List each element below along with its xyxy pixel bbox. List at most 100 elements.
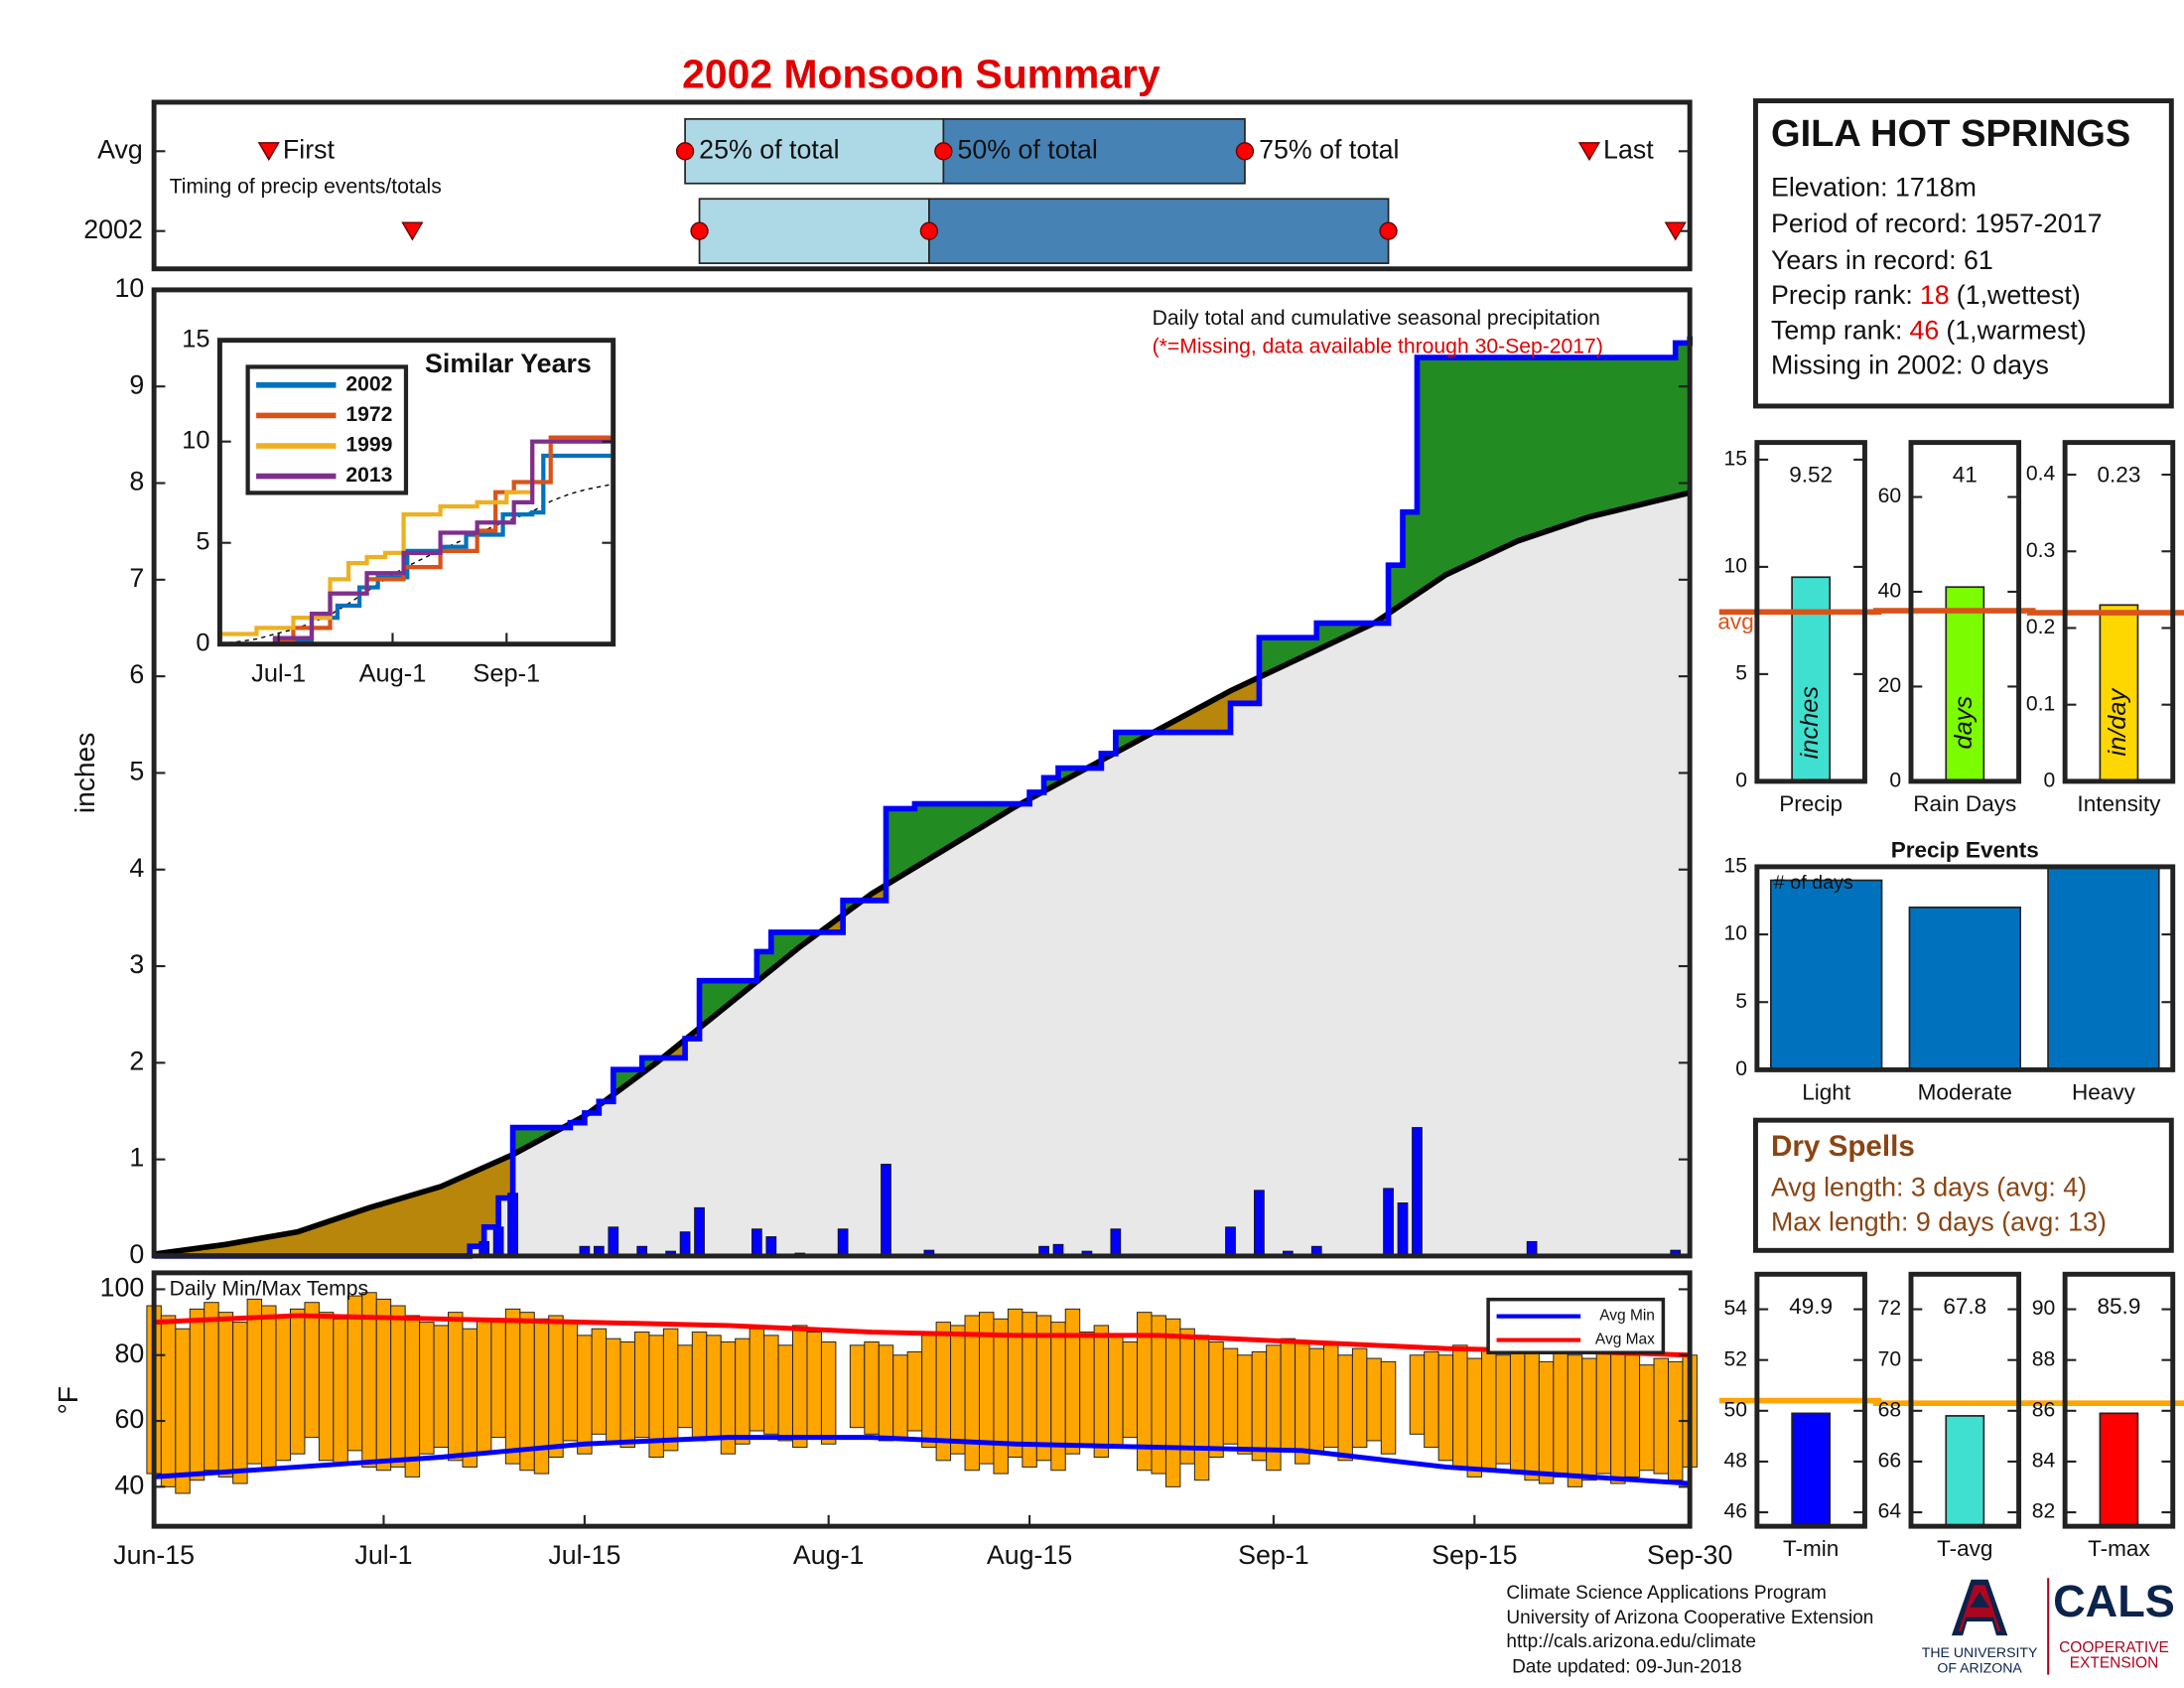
- x-tick-label: Aug-1: [793, 1540, 864, 1570]
- temp-range-bar: [1466, 1357, 1483, 1477]
- temp-range-bar: [175, 1328, 191, 1494]
- y-tick-label: 0: [1889, 769, 1901, 791]
- legend-label: Avg Min: [1599, 1308, 1655, 1325]
- y-tick-label: 2: [129, 1046, 144, 1075]
- y-tick-label: 15: [1723, 447, 1747, 470]
- temp-range-bar: [1610, 1350, 1626, 1484]
- temp-range-bar: [204, 1302, 219, 1472]
- axes-frame: [1908, 1271, 2022, 1529]
- temp-range-bar: [1151, 1315, 1166, 1475]
- station-line: Years in record: 61: [1771, 245, 1993, 275]
- cumulative-line: [154, 336, 1694, 1259]
- temp-range-bar: [749, 1328, 765, 1432]
- temp-range-bar: [1437, 1354, 1454, 1462]
- axes-frame: [1754, 1271, 1867, 1529]
- footer-line: University of Arizona Cooperative Extens…: [1506, 1608, 1873, 1628]
- temp-range-bar: [375, 1298, 392, 1472]
- temp-range-bar: [1337, 1354, 1353, 1462]
- footer-line: Date updated: 09-Jun-2018: [1512, 1657, 1742, 1678]
- logo-a-inner: [1958, 1585, 2001, 1631]
- unit-label: in/day: [2104, 688, 2131, 757]
- timing-marker: [1235, 142, 1255, 161]
- y-tick-label: 5: [129, 757, 144, 786]
- daily-precip-bar: [765, 1236, 777, 1257]
- y-tick-label: 90: [2032, 1297, 2056, 1320]
- legend-box: [1486, 1297, 1666, 1355]
- rank-note: (1,warmest): [1946, 315, 2086, 345]
- y-tick-label: 64: [1878, 1500, 1902, 1523]
- temp-range-bar: [864, 1340, 880, 1435]
- y-axis-label: inches: [68, 733, 100, 813]
- temp-range-bar: [1595, 1347, 1612, 1475]
- temp-range-bar: [591, 1328, 608, 1435]
- temp-range-bar: [232, 1322, 248, 1484]
- daily-precip-bar: [694, 1206, 705, 1257]
- y-tick-label: 48: [1723, 1450, 1747, 1473]
- temp-range-bar: [806, 1332, 822, 1439]
- temp-range-bar: [1308, 1347, 1324, 1455]
- y-axis-label: # of days: [1774, 872, 1853, 894]
- temp-range-bar: [318, 1312, 335, 1462]
- temp-range-bar: [906, 1350, 923, 1432]
- temp-range-bar: [706, 1335, 722, 1439]
- temp-range-bar: [1108, 1335, 1124, 1449]
- x-tick-label: T-min: [1783, 1536, 1839, 1561]
- y-tick-label: 54: [1723, 1297, 1747, 1320]
- x-tick-label: Jun-15: [113, 1540, 195, 1570]
- inset-line: [219, 433, 615, 646]
- x-tick-label: Rain Days: [1913, 791, 2016, 816]
- temp-range-bar: [662, 1328, 679, 1452]
- timing-marker: [257, 142, 280, 162]
- temp-range-bar: [1322, 1344, 1339, 1449]
- temp-range-bar: [950, 1325, 966, 1455]
- y-tick-label: 20: [1878, 674, 1902, 697]
- bar: [1945, 586, 1985, 782]
- temp-range-bar: [1251, 1350, 1268, 1462]
- temp-range-bar: [1481, 1347, 1497, 1472]
- temp-range-bar: [1380, 1360, 1397, 1455]
- x-tick-label: Intensity: [2077, 791, 2161, 816]
- dry-spells-title: Dry Spells: [1771, 1130, 1915, 1163]
- daily-precip-bar: [881, 1164, 891, 1257]
- daily-precip-bar: [1225, 1226, 1236, 1257]
- y-tick-label: 0: [1735, 1057, 1747, 1080]
- bar: [2099, 1412, 2139, 1527]
- x-tick-label: Jul-1: [251, 659, 306, 687]
- temp-range-bar: [1064, 1308, 1081, 1455]
- daily-precip-bar: [1412, 1127, 1423, 1257]
- temp-range-bar: [304, 1302, 320, 1439]
- y-tick-label: 0.2: [2026, 616, 2055, 638]
- temp-range-bar: [1567, 1354, 1583, 1487]
- axes-frame: [151, 99, 1693, 272]
- temp-range-bar: [1050, 1322, 1066, 1472]
- y-tick-label: 3: [129, 949, 144, 979]
- temp-range-bar: [1366, 1357, 1382, 1442]
- temp-range-bar: [1538, 1360, 1555, 1484]
- axes-frame: [151, 287, 1693, 1259]
- row-label: 2002: [83, 214, 143, 244]
- temp-range-bar: [1495, 1354, 1511, 1465]
- temp-range-bar: [419, 1322, 435, 1455]
- y-tick-label: 0.1: [2026, 692, 2055, 715]
- y-tick-label: 8: [129, 467, 144, 496]
- panel-title: Precip Events: [1891, 837, 2039, 862]
- temp-range-bar: [1079, 1332, 1095, 1445]
- axes-frame: [1754, 864, 2176, 1072]
- x-tick-label: Moderate: [1918, 1079, 2012, 1104]
- temp-range-bar: [1581, 1357, 1597, 1481]
- temp-range-bar: [448, 1312, 464, 1462]
- chart-subtitle: Daily total and cumulative seasonal prec…: [1153, 307, 1600, 330]
- temp-range-bar: [1424, 1350, 1439, 1449]
- y-tick-label: 46: [1723, 1500, 1747, 1523]
- temp-range-bar: [490, 1322, 506, 1439]
- y-tick-label: 5: [1735, 990, 1747, 1013]
- y-tick-label: 1: [129, 1143, 144, 1173]
- temp-range-bar: [1093, 1325, 1110, 1459]
- y-tick-label: 0: [196, 629, 209, 656]
- timing-label: First: [283, 134, 336, 164]
- y-tick-label: 9: [129, 369, 144, 399]
- value-label: 9.52: [1789, 462, 1833, 487]
- temp-range-bar: [820, 1340, 837, 1445]
- temp-range-bar: [1222, 1347, 1239, 1445]
- temp-range-bar: [677, 1344, 693, 1429]
